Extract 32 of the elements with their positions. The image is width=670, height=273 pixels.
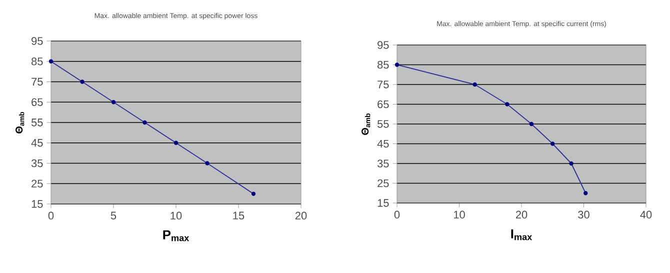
x-tick-label: 20 (516, 210, 528, 219)
y-tick-label: 55 (31, 118, 43, 126)
x-tick-label: 10 (454, 210, 465, 219)
y-axis-title: Θ$_{amb}$ (362, 114, 370, 135)
x-axis-title: I$_{max}$ (511, 229, 532, 240)
y-tick-label: 75 (32, 78, 43, 86)
y-tick-label: 15 (378, 199, 389, 207)
y-tick-label: 85 (378, 60, 389, 69)
y-tick-label: 95 (378, 41, 389, 49)
x-tick-label: 15 (233, 212, 244, 220)
y-axis-title: Θ$_{amb}$ (16, 112, 24, 134)
y-tick-label: 25 (378, 179, 389, 188)
y-tick-label: 45 (377, 140, 389, 148)
y-tick-label: 85 (32, 58, 43, 66)
y-tick-label: 35 (31, 159, 43, 168)
x-tick-label: 0 (394, 210, 400, 219)
y-tick-label: 15 (32, 200, 43, 208)
x-axis-title: P$_{max}$ (163, 230, 190, 242)
y-tick-label: 25 (32, 180, 43, 188)
x-tick-label: 5 (110, 212, 116, 220)
y-tick-label: 55 (377, 120, 389, 128)
y-tick-label: 95 (32, 37, 43, 45)
y-tick-label: 35 (377, 160, 389, 168)
y-tick-label: 65 (378, 100, 389, 108)
x-tick-label: 0 (48, 212, 54, 220)
x-tick-label: 30 (578, 210, 590, 219)
x-tick-label: 40 (640, 210, 652, 219)
x-tick-label: 10 (170, 212, 182, 220)
x-tick-label: 20 (295, 212, 307, 220)
y-tick-label: 45 (31, 139, 43, 147)
y-tick-label: 75 (378, 80, 389, 88)
y-tick-label: 65 (32, 98, 43, 106)
